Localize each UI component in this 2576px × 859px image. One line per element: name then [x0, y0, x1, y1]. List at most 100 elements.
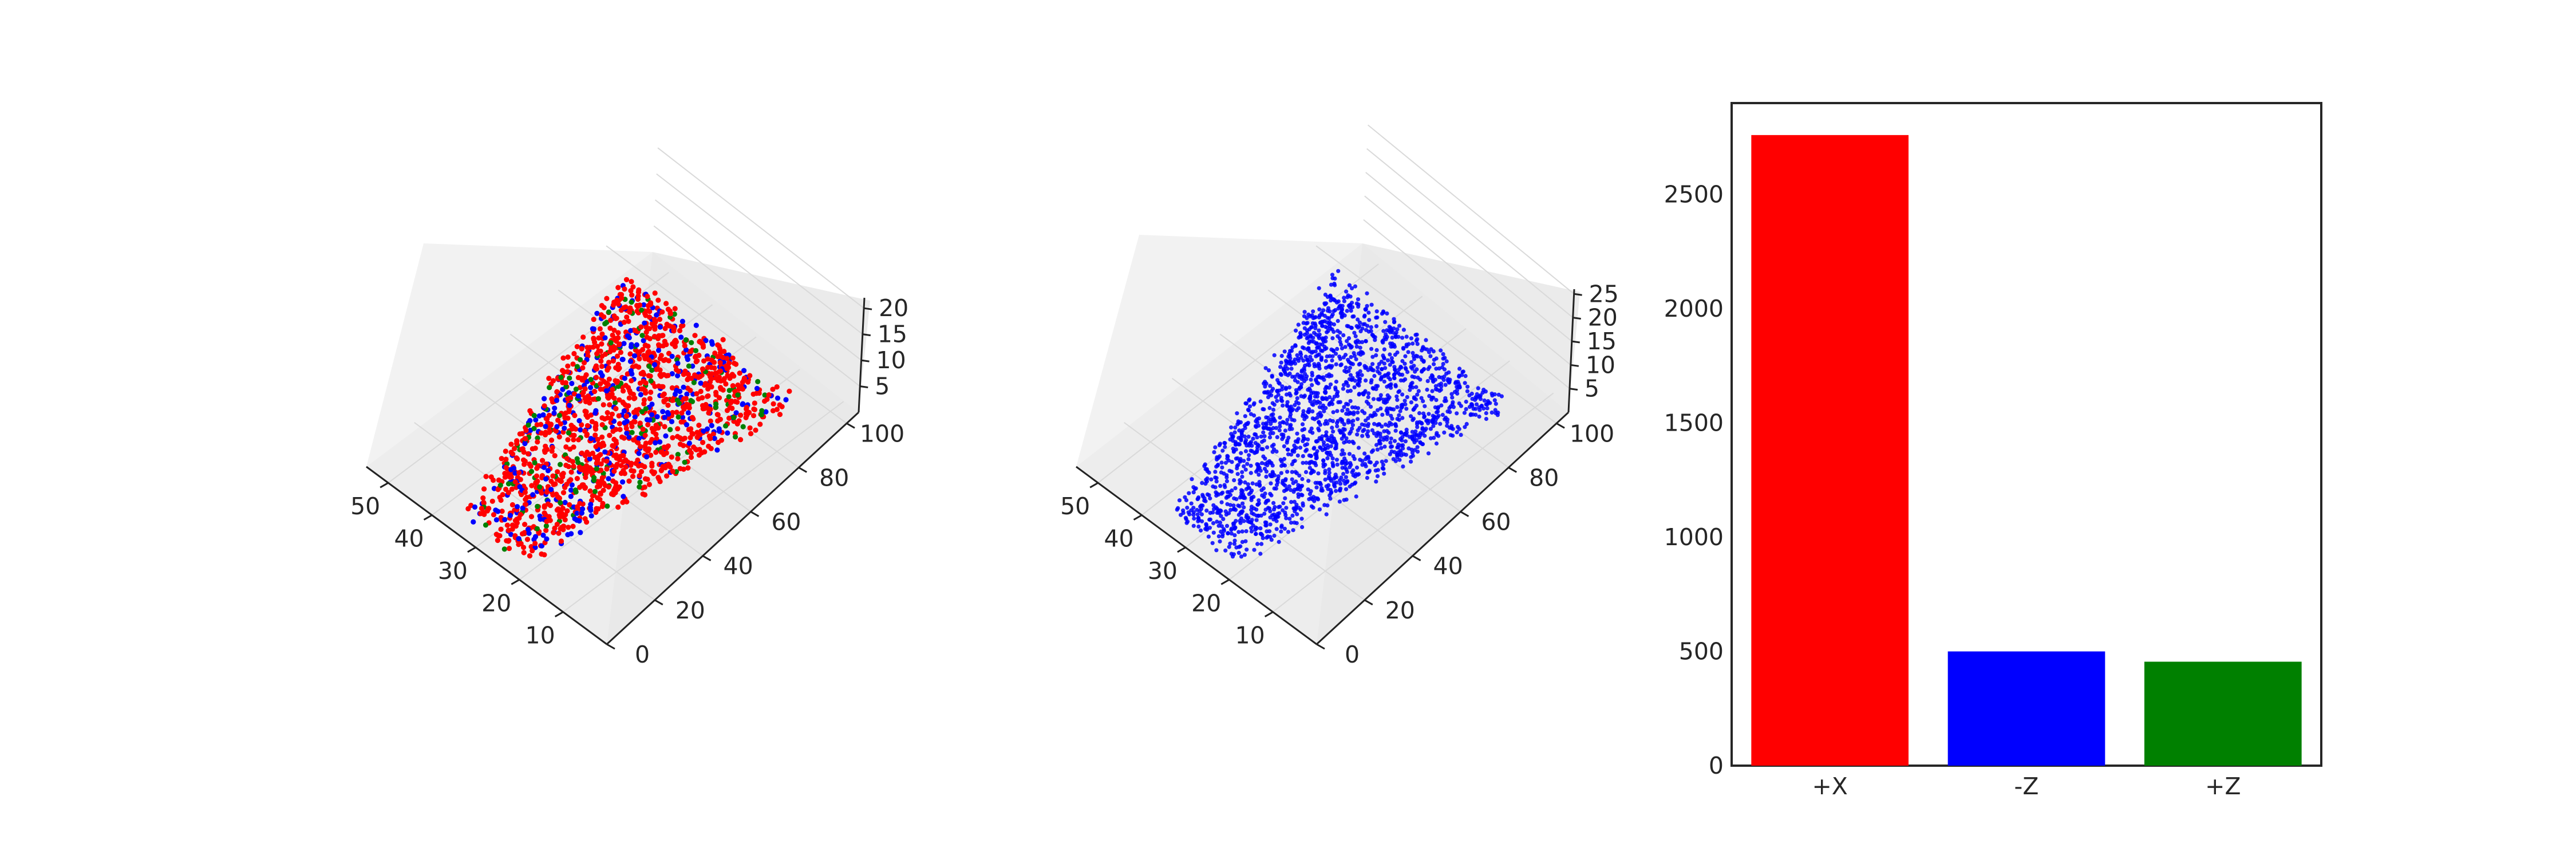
- point: [637, 420, 643, 426]
- point: [669, 385, 675, 391]
- point: [1381, 463, 1385, 467]
- point: [1325, 373, 1329, 379]
- point: [519, 446, 525, 452]
- point: [1303, 363, 1307, 368]
- point: [1402, 361, 1407, 366]
- point: [1343, 353, 1348, 357]
- point: [1300, 422, 1305, 427]
- point: [1257, 483, 1262, 488]
- point: [1229, 425, 1234, 430]
- point: [1250, 481, 1255, 486]
- point: [1281, 435, 1286, 439]
- point: [1363, 462, 1368, 466]
- point: [1426, 451, 1431, 456]
- z-grid-line: [653, 225, 860, 387]
- point: [675, 373, 681, 379]
- point: [648, 452, 654, 458]
- point: [587, 456, 592, 462]
- point: [1443, 356, 1447, 360]
- point: [1345, 339, 1349, 344]
- point: [1239, 451, 1243, 455]
- y-tick-mark: [846, 422, 855, 429]
- z-tick-mark: [1573, 317, 1581, 320]
- point: [1191, 513, 1196, 517]
- point: [547, 385, 552, 391]
- point: [1306, 437, 1310, 442]
- point: [1238, 481, 1242, 486]
- point: [660, 409, 666, 415]
- point: [1302, 393, 1307, 398]
- point: [1275, 399, 1279, 403]
- point: [571, 432, 577, 438]
- point: [1393, 428, 1398, 433]
- point: [1325, 456, 1330, 460]
- point: [1413, 369, 1417, 374]
- point: [611, 468, 617, 474]
- point: [1348, 294, 1353, 299]
- point: [565, 396, 571, 402]
- point: [1344, 411, 1349, 416]
- point: [637, 356, 642, 362]
- point: [532, 446, 538, 451]
- point: [1286, 373, 1290, 377]
- point: [1278, 415, 1282, 420]
- point: [1269, 538, 1274, 542]
- point: [1203, 482, 1208, 486]
- point: [1494, 401, 1498, 406]
- point: [594, 506, 599, 511]
- point: [1372, 421, 1377, 426]
- point: [509, 486, 515, 492]
- point: [1435, 387, 1440, 392]
- point: [1313, 394, 1318, 399]
- point: [1459, 432, 1463, 438]
- point: [1317, 332, 1322, 337]
- point: [1271, 517, 1276, 522]
- point: [1267, 405, 1272, 411]
- point: [495, 509, 501, 514]
- point: [1259, 513, 1263, 518]
- point: [1305, 321, 1310, 325]
- point: [1260, 461, 1265, 466]
- point: [574, 344, 580, 349]
- point: [1218, 520, 1223, 525]
- point: [709, 339, 714, 345]
- point: [1265, 445, 1270, 450]
- point: [1380, 459, 1384, 464]
- point: [1223, 484, 1227, 490]
- point: [675, 414, 681, 420]
- point: [1402, 399, 1407, 403]
- point: [706, 443, 712, 450]
- point: [640, 369, 646, 375]
- point: [623, 413, 629, 419]
- x-tick-label: 50: [1060, 492, 1090, 520]
- point: [1283, 370, 1287, 375]
- point: [1358, 458, 1362, 462]
- point: [534, 466, 540, 471]
- point: [1288, 415, 1293, 419]
- point: [629, 430, 635, 435]
- point: [1269, 481, 1273, 486]
- point: [1317, 420, 1321, 425]
- point: [633, 460, 639, 466]
- point: [1270, 463, 1275, 468]
- point: [1229, 526, 1234, 531]
- point: [1245, 462, 1250, 466]
- point: [730, 383, 736, 389]
- point: [693, 359, 699, 365]
- point: [1464, 399, 1468, 404]
- point: [1271, 501, 1276, 506]
- x-tick-mark: [1089, 482, 1099, 488]
- point: [1223, 444, 1227, 450]
- y-grid-line: [606, 245, 847, 424]
- point: [1327, 395, 1332, 400]
- point: [1319, 413, 1323, 417]
- point: [1243, 414, 1247, 419]
- point: [705, 393, 711, 399]
- point: [1398, 409, 1402, 413]
- point: [563, 462, 569, 468]
- point: [1207, 517, 1212, 522]
- point: [513, 523, 519, 529]
- point: [1285, 438, 1290, 443]
- point: [1302, 332, 1307, 337]
